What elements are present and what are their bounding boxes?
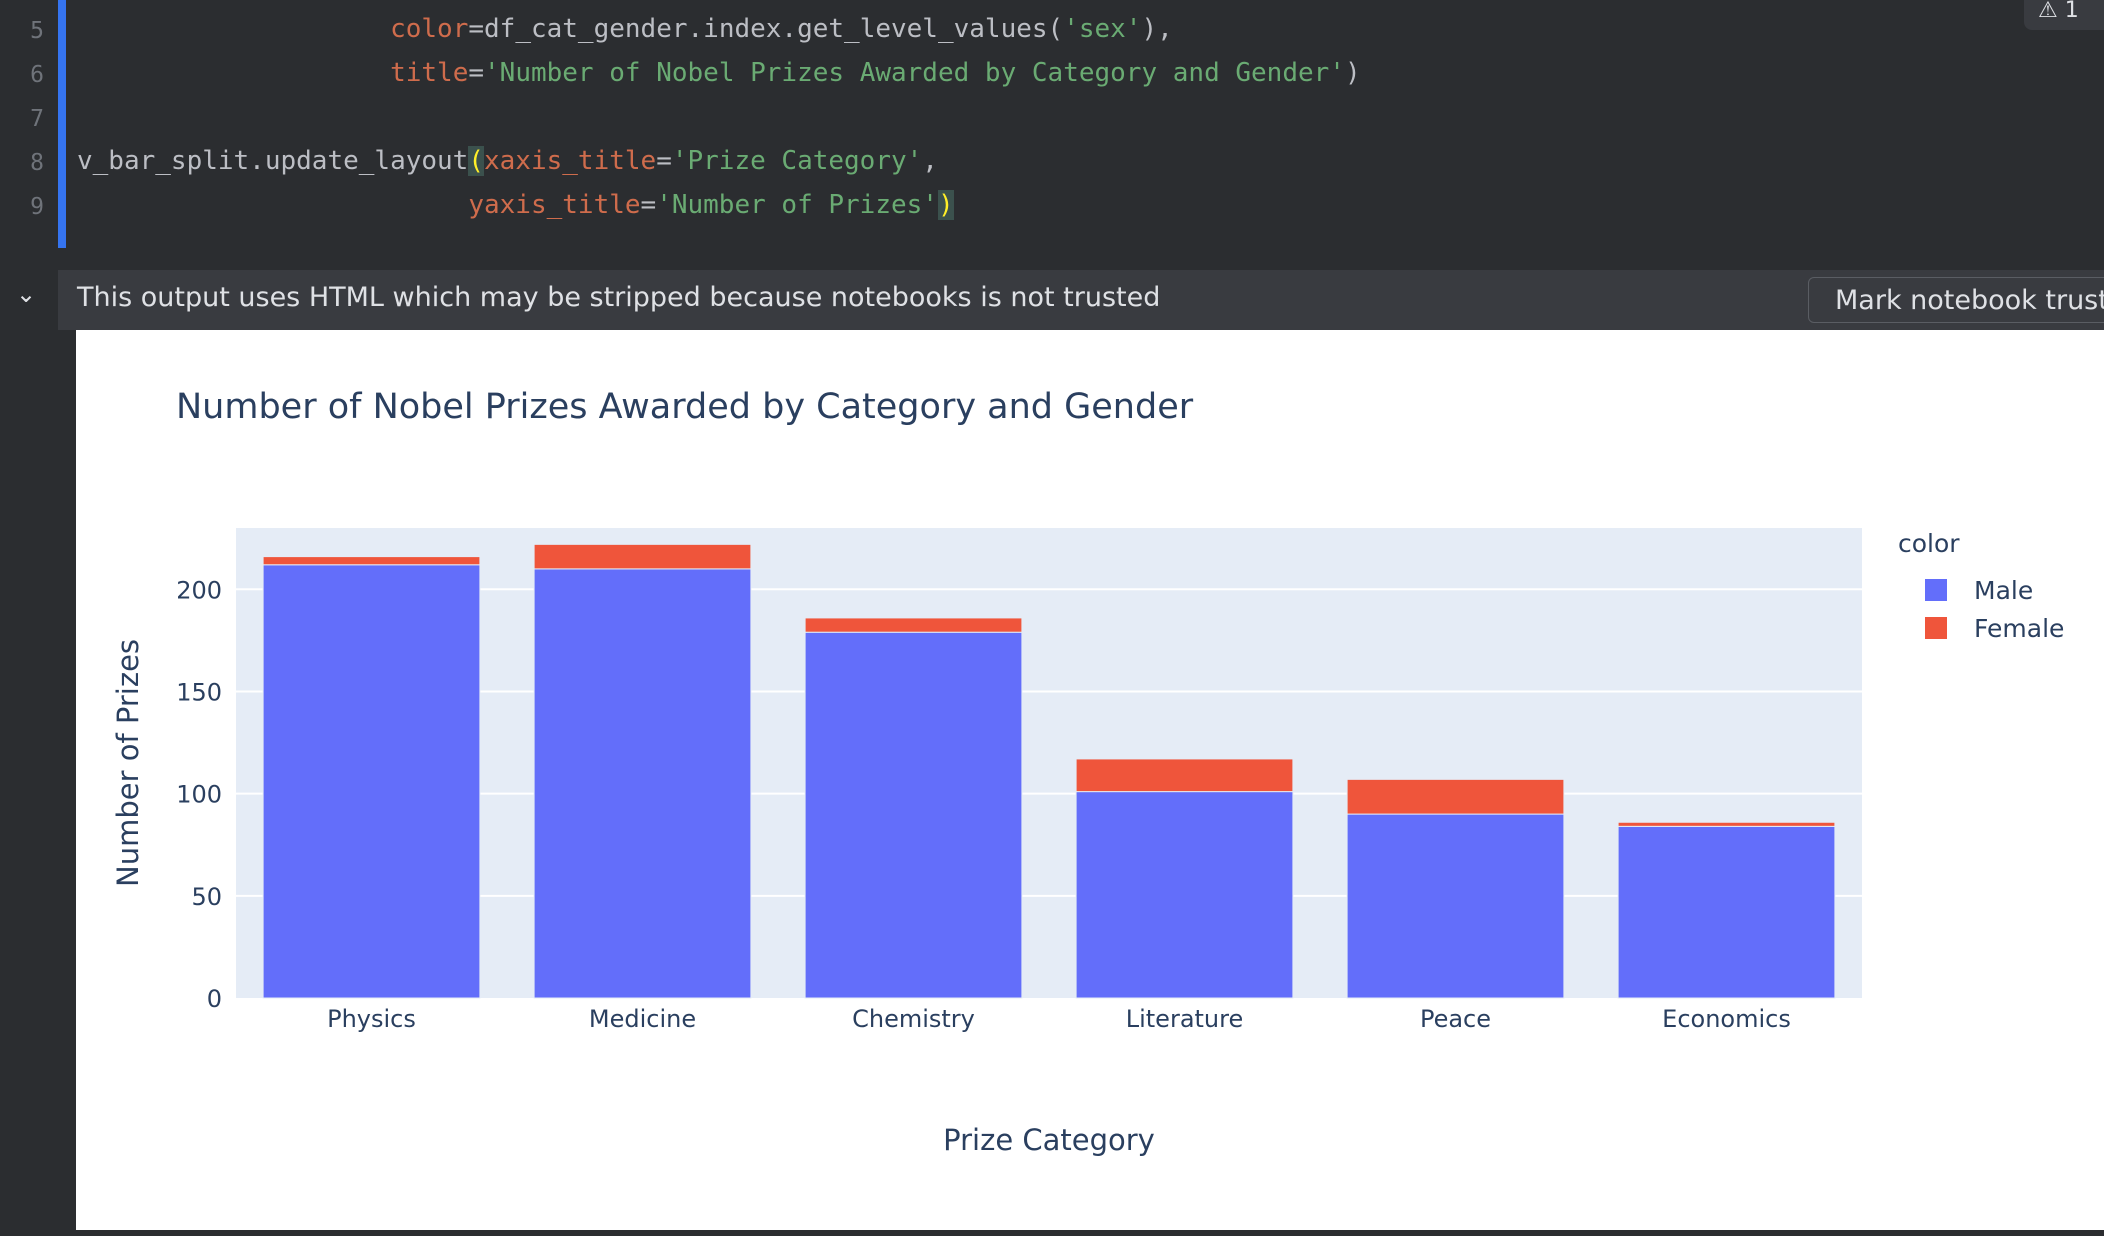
- code-cell[interactable]: [58, 0, 2104, 248]
- cell-output: Number of Nobel Prizes Awarded by Catego…: [76, 330, 2104, 1230]
- bar-male-physics[interactable]: [262, 564, 481, 999]
- bar-female-physics[interactable]: [262, 556, 481, 566]
- bar-male-chemistry[interactable]: [804, 631, 1023, 999]
- y-tick-label: 100: [176, 781, 222, 809]
- collapse-output-chevron-icon[interactable]: ⌄: [15, 280, 37, 308]
- warning-count: 1: [2064, 0, 2079, 23]
- line-number: 8: [30, 150, 44, 176]
- warning-indicator[interactable]: ⚠ 1: [2024, 0, 2104, 30]
- line-gutter: [0, 0, 58, 1236]
- bars: [262, 543, 1836, 999]
- y-axis-title: Number of Prizes: [111, 639, 145, 887]
- line-number: 6: [30, 62, 44, 88]
- x-tick-label: Chemistry: [852, 1005, 975, 1033]
- y-tick-label: 150: [176, 678, 222, 706]
- warning-icon: ⚠: [2038, 0, 2058, 23]
- grid-lines: [236, 588, 1862, 897]
- mark-notebook-trusted-button[interactable]: Mark notebook trusted: [1808, 277, 2104, 323]
- bar-female-economics[interactable]: [1617, 821, 1836, 827]
- x-tick-label: Physics: [327, 1005, 416, 1033]
- y-tick-label: 200: [176, 576, 222, 604]
- y-tick-label: 50: [191, 883, 222, 911]
- bar-male-literature[interactable]: [1075, 791, 1294, 999]
- legend-swatch-male[interactable]: [1925, 579, 1947, 601]
- code-line[interactable]: title='Number of Nobel Prizes Awarded by…: [390, 58, 1361, 88]
- bar-female-peace[interactable]: [1346, 778, 1565, 815]
- plot-area: [236, 528, 1862, 998]
- x-tick-label: Medicine: [589, 1005, 696, 1033]
- x-tick-label: Economics: [1662, 1005, 1791, 1033]
- active-cell-indicator: [58, 0, 66, 248]
- x-tick-label: Peace: [1420, 1005, 1491, 1033]
- y-tick-labels: 0 50 100 150 200: [176, 576, 222, 1013]
- line-number: 5: [30, 18, 44, 44]
- bar-male-medicine[interactable]: [533, 568, 752, 999]
- bar-female-medicine[interactable]: [533, 543, 752, 570]
- untrusted-output-message: This output uses HTML which may be strip…: [77, 282, 1161, 313]
- chart-title: Number of Nobel Prizes Awarded by Catego…: [176, 387, 1194, 427]
- y-tick-label: 0: [207, 985, 222, 1013]
- x-axis-title: Prize Category: [943, 1123, 1155, 1157]
- code-editor[interactable]: [0, 0, 2104, 248]
- legend-title: color: [1898, 529, 1960, 558]
- bar-male-peace[interactable]: [1346, 813, 1565, 999]
- line-number: 9: [30, 194, 44, 220]
- legend-label-female[interactable]: Female: [1974, 614, 2064, 643]
- bar-female-literature[interactable]: [1075, 758, 1294, 793]
- bar-male-economics[interactable]: [1617, 825, 1836, 999]
- bar-chart: Number of Nobel Prizes Awarded by Catego…: [111, 387, 2064, 1157]
- output-trust-bar: [58, 270, 2104, 330]
- code-line[interactable]: yaxis_title='Number of Prizes'): [468, 190, 954, 220]
- legend-swatch-female[interactable]: [1925, 617, 1947, 639]
- line-number: 7: [30, 106, 44, 132]
- bar-female-chemistry[interactable]: [804, 617, 1023, 633]
- x-tick-labels: Physics Medicine Chemistry Literature Peace E…: [327, 1005, 1791, 1033]
- code-line[interactable]: v_bar_split.update_layout(xaxis_title='P…: [77, 146, 938, 176]
- legend-label-male[interactable]: Male: [1974, 576, 2033, 605]
- code-line[interactable]: color=df_cat_gender.index.get_level_valu…: [390, 14, 1173, 44]
- legend[interactable]: color Male Female: [1898, 529, 2064, 643]
- x-tick-label: Literature: [1126, 1005, 1244, 1033]
